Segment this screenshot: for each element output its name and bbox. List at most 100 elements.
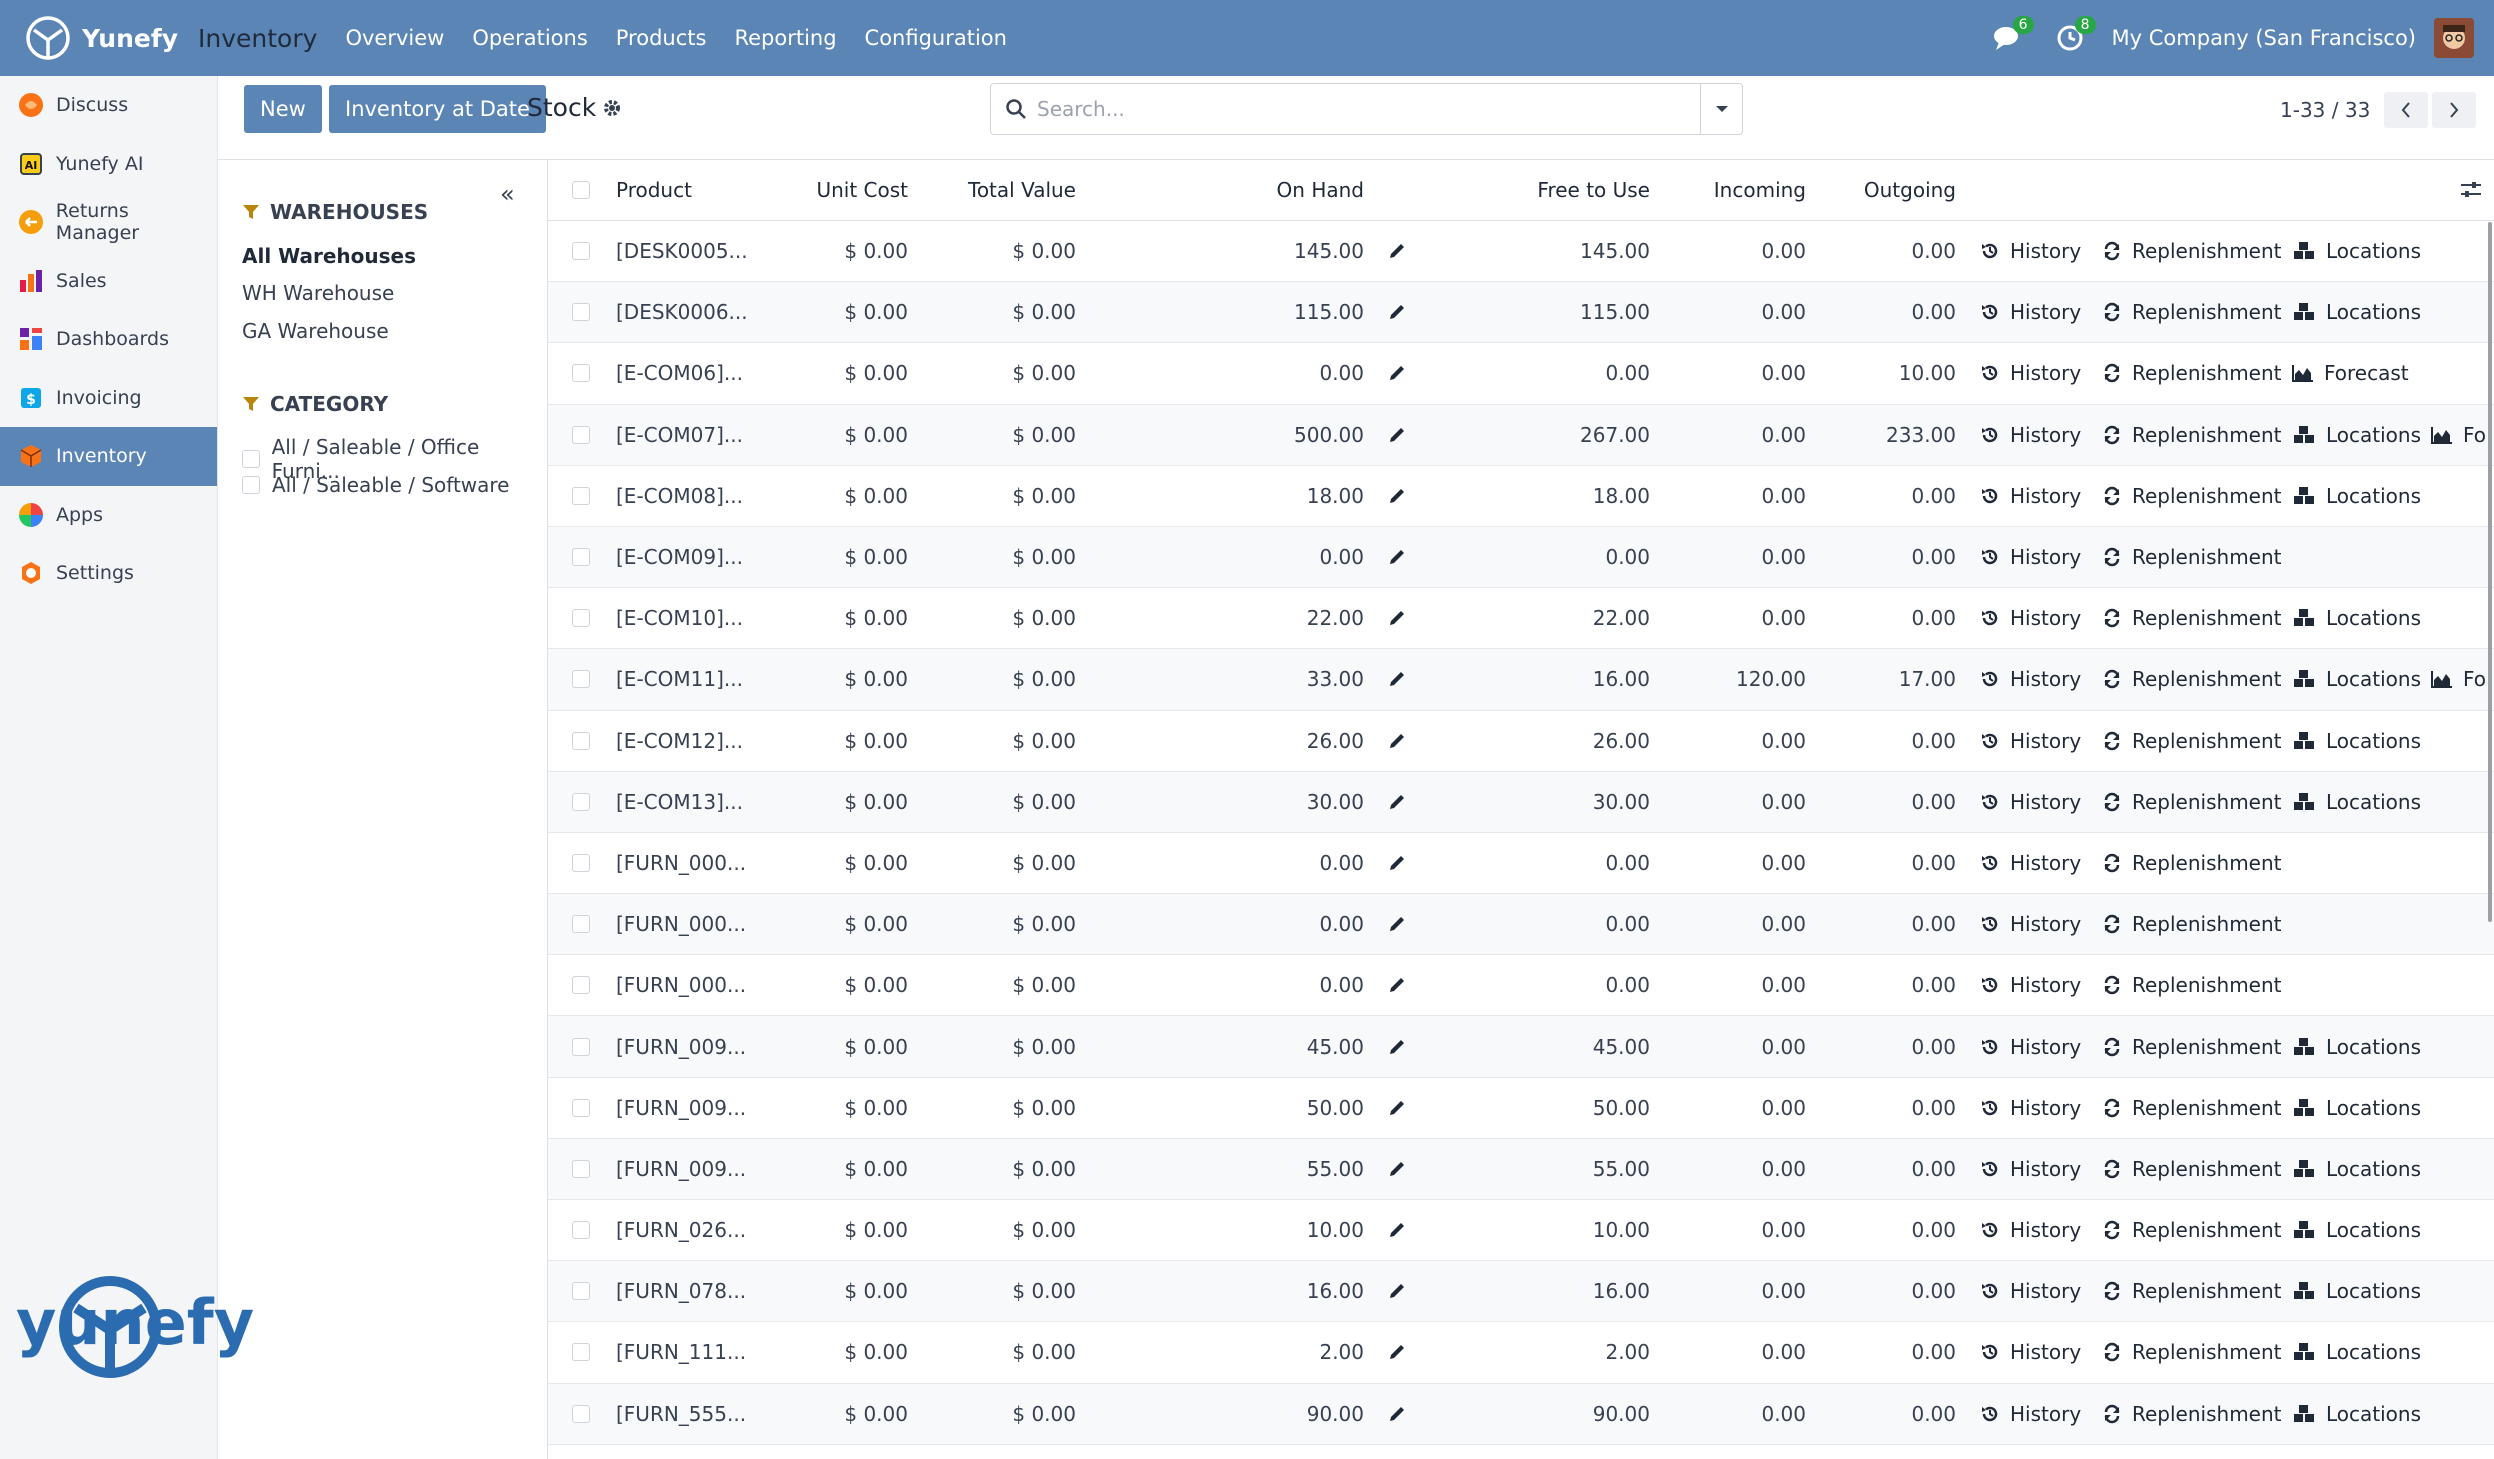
row-checkbox[interactable] [572,792,590,811]
cell-product[interactable]: [E-COM11]... [616,667,743,692]
cell-product[interactable]: [FURN_009... [616,1034,747,1059]
table-row[interactable]: [E-COM08]... $ 0.00 $ 0.00 18.00 18.00 0.00 0.… [548,465,2494,527]
row-checkbox[interactable] [572,425,590,444]
cell-product[interactable]: [FURN_009... [616,1095,747,1120]
table-row[interactable]: [DESK0006... $ 0.00 $ 0.00 115.00 115.00 0.00… [548,282,2494,344]
row-checkbox[interactable] [572,1098,590,1117]
row-checkbox[interactable] [572,731,590,750]
pager-previous-button[interactable] [2384,92,2429,128]
history-button[interactable]: History [1980,1322,2081,1382]
locations-button[interactable]: Locations [2292,772,2421,832]
replenishment-button[interactable]: Replenishment [2102,1078,2282,1138]
replenishment-button[interactable]: Replenishment [2102,649,2282,709]
sidebar-item-invoicing[interactable]: $ Invoicing [0,369,217,428]
sidebar-item-yunefy-ai[interactable]: AI Yunefy AI [0,135,217,194]
history-button[interactable]: History [1980,466,2081,526]
column-header-unit-cost[interactable]: Unit Cost [816,178,908,202]
table-row[interactable]: [FURN_000... $ 0.00 $ 0.00 0.00 0.00 0.00 0.00… [548,832,2494,895]
column-header-on-hand[interactable]: On Hand [1276,178,1364,202]
row-checkbox[interactable] [572,486,590,505]
locations-button[interactable]: Locations [2292,1200,2421,1260]
history-button[interactable]: History [1980,649,2081,709]
cell-product[interactable]: [E-COM10]... [616,606,743,631]
inventory-at-date-button[interactable]: Inventory at Date [329,85,546,133]
column-header-total-value[interactable]: Total Value [968,178,1076,202]
table-row[interactable]: [E-COM07]... $ 0.00 $ 0.00 500.00 267.00 0.00… [548,404,2494,466]
category-checkbox[interactable] [242,476,260,494]
category-item-office-furniture[interactable]: All / Saleable / Office Furni... [242,435,547,483]
row-checkbox[interactable] [572,1343,590,1362]
edit-quantity-button[interactable] [1388,1261,1406,1321]
row-checkbox[interactable] [572,853,590,872]
table-row[interactable]: [E-COM13]... $ 0.00 $ 0.00 30.00 30.00 0.00 0.… [548,771,2494,833]
table-row[interactable]: [FURN_009... $ 0.00 $ 0.00 50.00 50.00 0.00 0.… [548,1077,2494,1139]
history-button[interactable]: History [1980,1261,2081,1321]
company-switcher[interactable]: My Company (San Francisco) [2111,26,2416,50]
warehouse-item-all[interactable]: All Warehouses [242,244,417,268]
edit-quantity-button[interactable] [1388,833,1406,893]
menu-overview[interactable]: Overview [345,26,445,50]
row-checkbox[interactable] [572,670,590,689]
forecast-button[interactable]: Fo [2431,405,2486,465]
cell-product[interactable]: [FURN_555... [616,1401,747,1426]
edit-quantity-button[interactable] [1388,405,1406,465]
history-button[interactable]: History [1980,282,2081,342]
history-button[interactable]: History [1980,1078,2081,1138]
cell-product[interactable]: [FURN_009... [616,1156,747,1181]
locations-button[interactable]: Locations [2292,649,2421,709]
table-row[interactable]: [FURN_111... $ 0.00 $ 0.00 2.00 2.00 0.00 0.00… [548,1322,2494,1384]
replenishment-button[interactable]: Replenishment [2102,711,2282,771]
edit-quantity-button[interactable] [1388,282,1406,342]
edit-quantity-button[interactable] [1388,1200,1406,1260]
edit-quantity-button[interactable] [1388,772,1406,832]
optional-columns-toggle[interactable] [2460,160,2482,220]
edit-quantity-button[interactable] [1388,343,1406,403]
table-row[interactable]: [DESK0005... $ 0.00 $ 0.00 145.00 145.00 0.00… [548,221,2494,283]
history-button[interactable]: History [1980,833,2081,893]
column-header-free-to-use[interactable]: Free to Use [1537,178,1650,202]
cell-product[interactable]: [FURN_111... [616,1340,747,1365]
pager-next-button[interactable] [2432,92,2477,128]
edit-quantity-button[interactable] [1388,588,1406,648]
replenishment-button[interactable]: Replenishment [2102,772,2282,832]
menu-operations[interactable]: Operations [472,26,588,50]
warehouse-item-wh[interactable]: WH Warehouse [242,281,395,305]
table-row[interactable]: [FURN_078... $ 0.00 $ 0.00 16.00 16.00 0.00 0.… [548,1261,2494,1323]
locations-button[interactable]: Locations [2292,1016,2421,1076]
edit-quantity-button[interactable] [1388,1384,1406,1444]
locations-button[interactable]: Locations [2292,405,2421,465]
locations-button[interactable]: Locations [2292,282,2421,342]
warehouse-item-ga[interactable]: GA Warehouse [242,319,389,343]
edit-quantity-button[interactable] [1388,711,1406,771]
replenishment-button[interactable]: Replenishment [2102,1139,2282,1199]
row-checkbox[interactable] [572,1159,590,1178]
history-button[interactable]: History [1980,955,2081,1015]
replenishment-button[interactable]: Replenishment [2102,1200,2282,1260]
user-avatar[interactable] [2434,18,2474,58]
table-row[interactable]: [E-COM12]... $ 0.00 $ 0.00 26.00 26.00 0.00 0.… [548,710,2494,772]
replenishment-button[interactable]: Replenishment [2102,1384,2282,1444]
row-checkbox[interactable] [572,364,590,383]
category-checkbox[interactable] [242,450,260,468]
locations-button[interactable]: Locations [2292,1322,2421,1382]
cell-product[interactable]: [DESK0006... [616,300,748,325]
row-checkbox[interactable] [572,915,590,934]
cell-product[interactable]: [FURN_000... [616,973,747,998]
replenishment-button[interactable]: Replenishment [2102,894,2282,954]
scrollbar[interactable] [2488,222,2492,922]
new-button[interactable]: New [244,85,322,133]
edit-quantity-button[interactable] [1388,1078,1406,1138]
table-row[interactable]: [E-COM11]... $ 0.00 $ 0.00 33.00 16.00 120.00… [548,649,2494,711]
table-row[interactable]: [E-COM09]... $ 0.00 $ 0.00 0.00 0.00 0.00 0.00… [548,526,2494,589]
history-button[interactable]: History [1980,588,2081,648]
edit-quantity-button[interactable] [1388,1322,1406,1382]
replenishment-button[interactable]: Replenishment [2102,588,2282,648]
search-options-toggle[interactable] [1700,84,1742,134]
row-checkbox[interactable] [572,1221,590,1240]
table-row[interactable]: [E-COM10]... $ 0.00 $ 0.00 22.00 22.00 0.00 0.… [548,588,2494,650]
edit-quantity-button[interactable] [1388,955,1406,1015]
history-button[interactable]: History [1980,343,2081,403]
history-button[interactable]: History [1980,711,2081,771]
cell-product[interactable]: [E-COM12]... [616,728,743,753]
search-input[interactable]: Search... [1037,97,1125,121]
